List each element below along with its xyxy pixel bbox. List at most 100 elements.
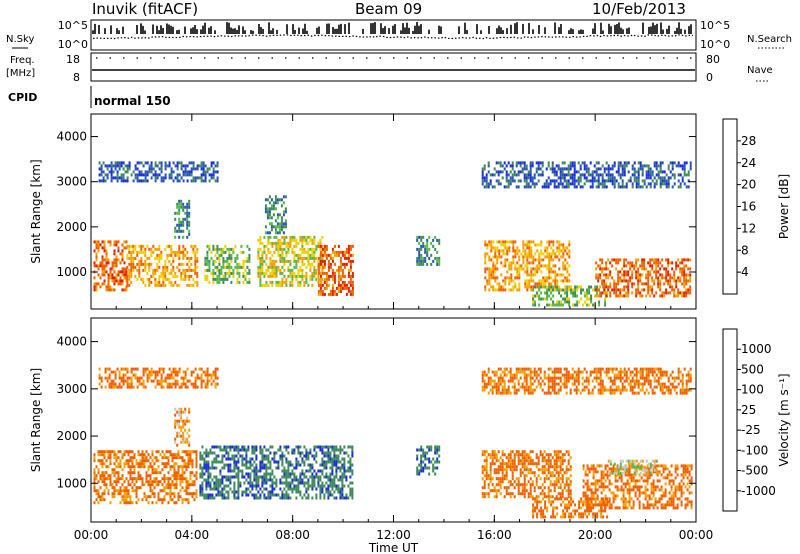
echo-cell xyxy=(667,261,670,265)
echo-cell xyxy=(556,285,559,289)
echo-cell xyxy=(418,256,421,260)
echo-cell xyxy=(135,462,138,466)
echo-cell xyxy=(178,253,181,257)
echo-cell xyxy=(259,487,262,491)
echo-cell xyxy=(223,484,226,488)
echo-cell xyxy=(599,291,602,295)
echo-cell xyxy=(311,475,314,479)
echo-cell xyxy=(129,465,132,469)
echo-cell xyxy=(555,480,558,484)
echo-cell xyxy=(335,496,338,500)
echo-cell xyxy=(173,453,176,457)
echo-cell xyxy=(532,506,535,510)
echo-cell xyxy=(531,495,534,499)
echo-cell xyxy=(526,258,529,262)
echo-cell xyxy=(233,454,236,458)
echo-cell xyxy=(175,477,178,481)
echo-cell xyxy=(194,256,197,260)
echo-cell xyxy=(178,211,181,215)
echo-cell xyxy=(97,501,100,505)
echo-cell xyxy=(573,185,576,189)
echo-cell xyxy=(192,167,195,171)
echo-cell xyxy=(532,300,535,304)
echo-cell xyxy=(305,481,308,485)
echo-cell xyxy=(277,460,280,464)
echo-cell xyxy=(303,256,306,260)
echo-cell xyxy=(327,487,330,491)
echo-cell xyxy=(518,276,521,280)
echo-cell xyxy=(263,247,266,251)
echo-cell xyxy=(135,489,138,493)
echo-cell xyxy=(488,240,491,244)
echo-cell xyxy=(281,490,284,494)
echo-cell xyxy=(189,450,192,454)
echo-cell xyxy=(151,459,154,463)
echo-cell xyxy=(631,173,634,177)
echo-cell xyxy=(219,493,222,497)
echo-cell xyxy=(226,259,229,263)
echo-cell xyxy=(305,457,308,461)
echo-cell xyxy=(513,179,516,183)
echo-cell xyxy=(511,161,514,165)
echo-cell xyxy=(182,262,185,266)
echo-cell xyxy=(161,501,164,505)
echo-cell xyxy=(607,288,610,292)
echo-cell xyxy=(181,486,184,490)
echo-cell xyxy=(266,210,269,214)
echo-cell xyxy=(176,202,179,206)
echo-cell xyxy=(319,445,322,449)
echo-cell xyxy=(633,176,636,180)
echo-cell xyxy=(483,495,486,499)
echo-cell xyxy=(226,265,229,269)
echo-cell xyxy=(133,489,136,493)
echo-cell xyxy=(483,179,486,183)
echo-cell xyxy=(341,484,344,488)
echo-cell xyxy=(315,451,318,455)
echo-cell xyxy=(527,495,530,499)
echo-cell xyxy=(550,291,553,295)
echo-cell xyxy=(349,289,352,293)
echo-cell xyxy=(295,265,298,269)
echo-cell xyxy=(625,185,628,189)
echo-cell xyxy=(98,179,101,183)
echo-cell xyxy=(195,456,198,460)
echo-cell xyxy=(671,285,674,289)
echo-cell xyxy=(182,205,185,209)
echo-cell xyxy=(205,493,208,497)
echo-cell xyxy=(194,179,197,183)
echo-cell xyxy=(341,457,344,461)
echo-cell xyxy=(517,179,520,183)
echo-cell xyxy=(245,466,248,470)
echo-cell xyxy=(416,238,419,242)
y-tick-label: 3000 xyxy=(56,175,87,189)
echo-cell xyxy=(645,173,648,177)
echo-cell xyxy=(530,261,533,265)
echo-cell xyxy=(209,466,212,470)
echo-cell xyxy=(416,448,419,452)
echo-cell xyxy=(651,179,654,183)
echo-cell xyxy=(635,288,638,292)
echo-cell xyxy=(508,261,511,265)
echo-cell xyxy=(536,291,539,295)
echo-cell xyxy=(498,255,501,259)
echo-cell xyxy=(269,460,272,464)
echo-cell xyxy=(126,256,129,260)
echo-cell xyxy=(251,448,254,452)
echo-cell xyxy=(263,481,266,485)
echo-cell xyxy=(498,249,501,253)
echo-cell xyxy=(176,211,179,215)
echo-cell xyxy=(299,445,302,449)
echo-cell xyxy=(265,271,268,275)
echo-cell xyxy=(559,465,562,469)
echo-cell xyxy=(613,176,616,180)
echo-cell xyxy=(150,176,153,180)
echo-cell xyxy=(510,267,513,271)
echo-cell xyxy=(204,259,207,263)
echo-cell xyxy=(273,271,276,275)
echo-cell xyxy=(182,170,185,174)
echo-cell xyxy=(129,468,132,472)
echo-cell xyxy=(210,271,213,275)
echo-cell xyxy=(299,280,302,284)
echo-cell xyxy=(522,261,525,265)
echo-cell xyxy=(275,466,278,470)
